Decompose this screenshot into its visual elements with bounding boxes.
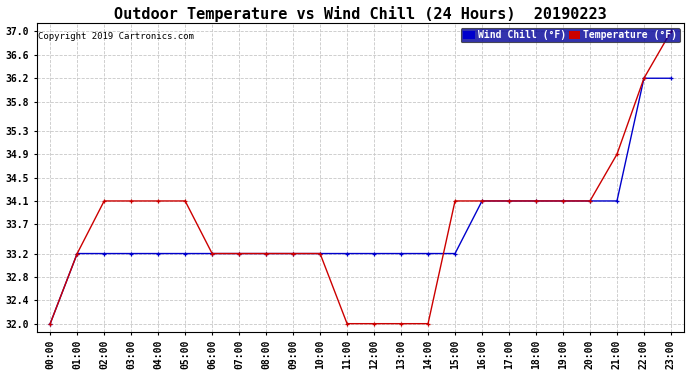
Text: Copyright 2019 Cartronics.com: Copyright 2019 Cartronics.com: [38, 32, 194, 41]
Legend: Wind Chill (°F), Temperature (°F): Wind Chill (°F), Temperature (°F): [460, 28, 680, 42]
Title: Outdoor Temperature vs Wind Chill (24 Hours)  20190223: Outdoor Temperature vs Wind Chill (24 Ho…: [114, 6, 607, 21]
